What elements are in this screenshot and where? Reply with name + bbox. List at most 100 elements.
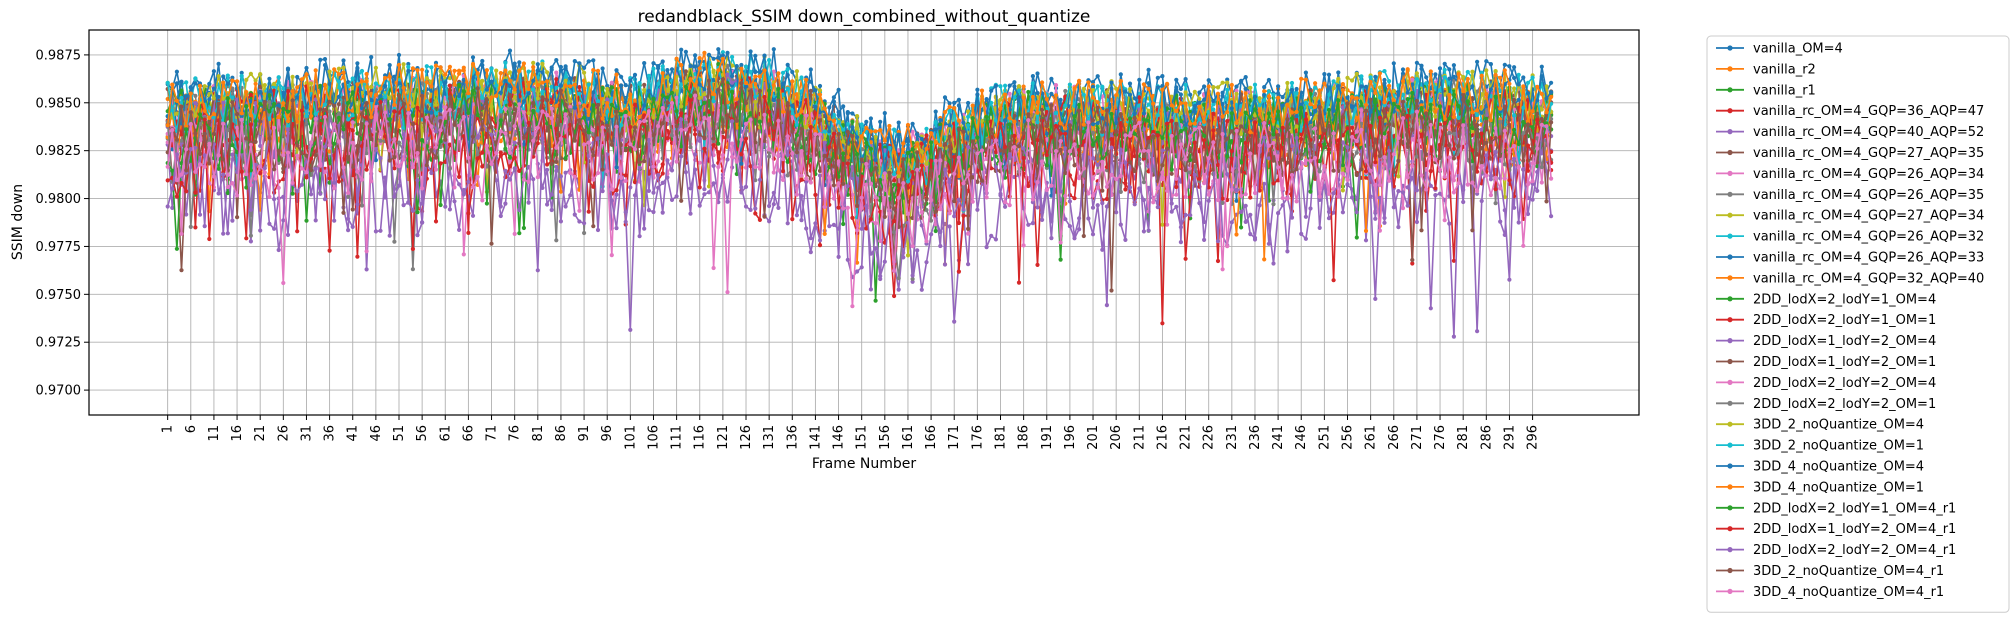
data-point xyxy=(1429,169,1433,173)
data-point xyxy=(883,111,887,115)
data-point xyxy=(1174,78,1178,82)
data-point xyxy=(864,120,868,124)
data-point xyxy=(651,61,655,65)
data-point xyxy=(943,262,947,266)
data-point xyxy=(809,67,813,71)
data-point xyxy=(799,75,803,79)
data-point xyxy=(1345,182,1349,186)
data-point xyxy=(786,63,790,67)
data-point xyxy=(966,101,970,105)
data-point xyxy=(624,83,628,87)
data-point xyxy=(1276,133,1280,137)
data-point xyxy=(1466,70,1470,74)
data-point xyxy=(503,61,507,65)
data-point xyxy=(1059,98,1063,102)
data-point xyxy=(527,201,531,205)
data-point xyxy=(351,120,355,124)
data-point xyxy=(1049,77,1053,81)
data-point xyxy=(1207,78,1211,82)
data-point xyxy=(286,233,290,237)
data-point xyxy=(295,75,299,79)
data-point xyxy=(365,267,369,271)
data-point xyxy=(975,88,979,92)
data-point xyxy=(346,228,350,232)
data-point xyxy=(452,199,456,203)
data-point xyxy=(1045,132,1049,136)
data-point xyxy=(1373,217,1377,221)
data-point xyxy=(929,232,933,236)
data-point xyxy=(1239,225,1243,229)
data-point xyxy=(1026,223,1030,227)
data-point xyxy=(365,168,369,172)
data-point xyxy=(480,164,484,168)
data-point xyxy=(1184,83,1188,87)
data-point xyxy=(1221,201,1225,205)
data-point xyxy=(1503,63,1507,67)
data-point xyxy=(591,58,595,62)
data-point xyxy=(1517,98,1521,102)
data-point xyxy=(938,118,942,122)
data-point xyxy=(323,170,327,174)
data-point xyxy=(1086,216,1090,220)
data-point xyxy=(985,245,989,249)
data-point xyxy=(1382,69,1386,73)
data-point xyxy=(554,77,558,81)
data-point xyxy=(554,71,558,75)
data-point xyxy=(179,268,183,272)
data-point xyxy=(1096,163,1100,167)
data-point xyxy=(1415,61,1419,65)
data-point xyxy=(1179,240,1183,244)
data-point xyxy=(850,111,854,115)
data-point xyxy=(1035,263,1039,267)
data-point xyxy=(1364,229,1368,233)
data-point xyxy=(1336,70,1340,74)
data-point xyxy=(295,85,299,89)
data-point xyxy=(249,93,253,97)
data-point xyxy=(1318,226,1322,230)
data-point xyxy=(457,228,461,232)
data-point xyxy=(1128,82,1132,86)
data-point xyxy=(1276,84,1280,88)
data-point xyxy=(846,111,850,115)
data-point xyxy=(1179,87,1183,91)
data-point xyxy=(832,95,836,99)
data-point xyxy=(1313,86,1317,90)
data-point xyxy=(221,232,225,236)
data-point xyxy=(924,260,928,264)
data-point xyxy=(989,234,993,238)
data-point xyxy=(1341,210,1345,214)
data-point xyxy=(781,71,785,75)
data-point xyxy=(1304,71,1308,75)
data-point xyxy=(1304,237,1308,241)
data-point xyxy=(527,70,531,74)
data-point xyxy=(425,64,429,68)
data-point xyxy=(536,175,540,179)
data-point xyxy=(550,100,554,104)
data-point xyxy=(1119,223,1123,227)
data-point xyxy=(915,248,919,252)
data-point xyxy=(1364,176,1368,180)
data-point xyxy=(1461,200,1465,204)
data-point xyxy=(573,59,577,63)
data-point xyxy=(1100,85,1104,89)
data-point xyxy=(1184,77,1188,81)
data-point xyxy=(503,202,507,206)
data-point xyxy=(1322,72,1326,76)
data-point xyxy=(309,81,313,85)
data-point xyxy=(1327,216,1331,220)
data-point xyxy=(1049,236,1053,240)
data-point xyxy=(508,103,512,107)
data-point xyxy=(1031,221,1035,225)
data-point xyxy=(291,192,295,196)
data-point xyxy=(647,208,651,212)
data-point xyxy=(1096,203,1100,207)
data-point xyxy=(874,299,878,303)
data-point xyxy=(966,115,970,119)
data-point xyxy=(489,125,493,129)
data-point xyxy=(767,219,771,223)
data-point xyxy=(1295,91,1299,95)
data-point xyxy=(452,69,456,73)
data-point xyxy=(892,128,896,132)
data-point xyxy=(786,73,790,77)
data-point xyxy=(471,55,475,59)
